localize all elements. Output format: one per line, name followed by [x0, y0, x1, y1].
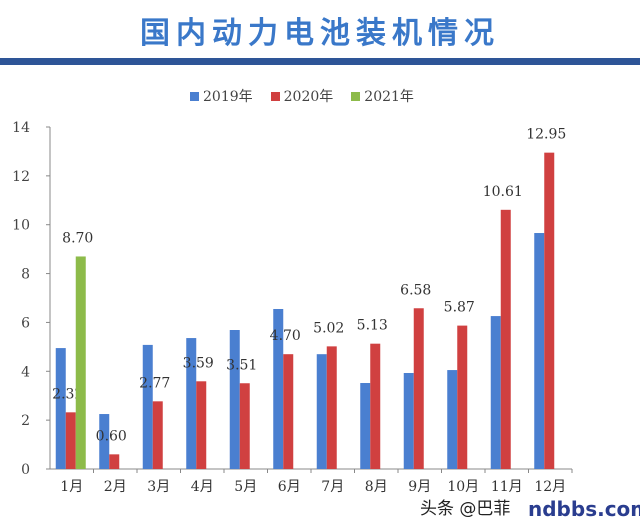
bar-2020年: [413, 308, 424, 469]
data-label: 5.87: [444, 300, 475, 316]
x-tick-label: 5月: [234, 479, 257, 495]
bar-2020年: [283, 354, 294, 469]
x-tick-label: 9月: [408, 479, 431, 495]
y-tick-label: 14: [12, 120, 30, 136]
y-tick-label: 10: [12, 218, 30, 234]
bar-2020年: [500, 209, 511, 469]
bar-2020年: [544, 152, 555, 469]
data-label: 3.59: [183, 355, 214, 371]
data-label: 12.95: [526, 127, 566, 143]
x-tick-label: 6月: [278, 479, 301, 495]
x-tick-label: 3月: [147, 479, 170, 495]
data-label: 2.77: [139, 375, 170, 391]
x-tick-label: 7月: [321, 479, 344, 495]
legend-item-2019: 2019年: [190, 86, 253, 106]
data-label: 3.51: [226, 357, 257, 373]
legend-item-2021: 2021年: [351, 86, 414, 106]
bar-2019年: [229, 330, 240, 469]
watermark: 头条 @巴菲: [420, 499, 511, 519]
bar-2020年: [109, 454, 120, 469]
bar-2021年: [75, 256, 86, 469]
bar-2020年: [457, 325, 468, 469]
data-label: 5.02: [313, 320, 344, 336]
bar-2019年: [55, 348, 66, 469]
data-label: 8.70: [62, 230, 93, 246]
watermark-logo: ndbbs.com: [528, 497, 640, 521]
bar-2019年: [403, 372, 414, 469]
data-label: 0.60: [96, 428, 127, 444]
bar-2019年: [186, 338, 197, 469]
bar-2020年: [196, 381, 207, 469]
bar-2020年: [152, 401, 163, 469]
bar-2020年: [370, 343, 381, 469]
data-label: 5.13: [357, 318, 388, 334]
bar-2019年: [316, 354, 327, 469]
x-tick-label: 11月: [491, 479, 523, 495]
bar-2020年: [326, 346, 337, 469]
y-tick-label: 0: [21, 462, 30, 478]
x-tick-label: 2月: [104, 479, 127, 495]
y-tick-label: 6: [21, 315, 30, 331]
data-label: 10.61: [483, 184, 523, 200]
y-tick-label: 2: [21, 413, 30, 429]
bar-2019年: [447, 370, 458, 469]
bar-2020年: [65, 412, 76, 469]
page-title: 国内动力电池装机情况: [140, 16, 500, 51]
legend-item-2020: 2020年: [270, 86, 333, 106]
y-tick-label: 8: [21, 267, 30, 283]
bar-2019年: [142, 344, 153, 469]
y-tick-label: 12: [12, 169, 30, 185]
y-tick-label: 4: [21, 364, 30, 380]
data-label: 4.70: [270, 328, 301, 344]
data-label: 2.32: [52, 386, 83, 402]
x-tick-label: 10月: [447, 479, 479, 495]
legend: 2019年 2020年 2021年: [190, 86, 414, 106]
bar-2019年: [490, 316, 501, 469]
x-tick-label: 12月: [534, 479, 566, 495]
bar-2020年: [239, 383, 250, 469]
bar-2019年: [534, 233, 545, 469]
bar-2019年: [360, 383, 371, 469]
bar-2019年: [273, 308, 284, 469]
bar-2019年: [99, 414, 110, 469]
x-tick-label: 1月: [60, 479, 83, 495]
x-tick-label: 4月: [191, 479, 214, 495]
x-tick-label: 8月: [365, 479, 388, 495]
data-label: 6.58: [400, 282, 431, 298]
title-divider: [0, 58, 640, 65]
